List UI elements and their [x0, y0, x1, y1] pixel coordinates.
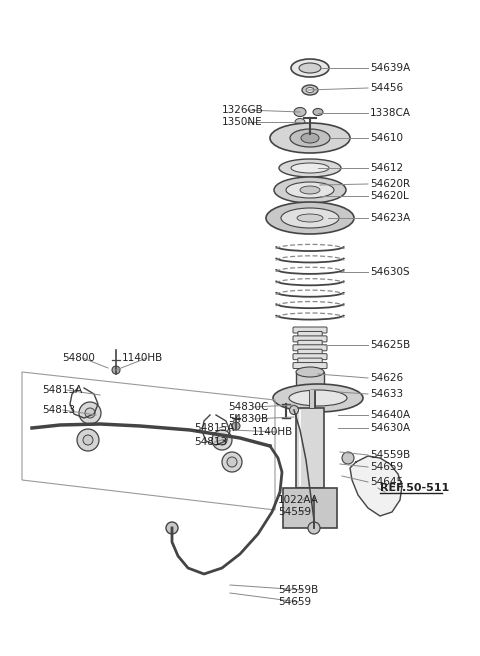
Ellipse shape — [297, 214, 323, 222]
Text: 54815A: 54815A — [194, 423, 234, 433]
Text: 54623A: 54623A — [370, 213, 410, 223]
Text: 54559: 54559 — [278, 507, 311, 517]
FancyBboxPatch shape — [293, 327, 327, 333]
Text: 54639A: 54639A — [370, 63, 410, 73]
Text: 1338CA: 1338CA — [370, 108, 411, 118]
FancyBboxPatch shape — [298, 349, 322, 355]
Text: 54620R: 54620R — [370, 179, 410, 189]
Text: 54620L: 54620L — [370, 191, 409, 201]
Ellipse shape — [79, 402, 101, 424]
Text: 54625B: 54625B — [370, 340, 410, 350]
FancyBboxPatch shape — [293, 345, 327, 351]
Ellipse shape — [295, 119, 305, 125]
Ellipse shape — [166, 522, 178, 534]
Bar — [283, 488, 337, 528]
Ellipse shape — [289, 390, 347, 406]
Text: 54659: 54659 — [370, 462, 403, 472]
Text: 54640A: 54640A — [370, 410, 410, 420]
Ellipse shape — [83, 435, 93, 445]
Ellipse shape — [212, 430, 232, 450]
FancyBboxPatch shape — [293, 336, 327, 342]
Text: 54559B: 54559B — [278, 585, 318, 595]
Text: 1326GB: 1326GB — [222, 105, 264, 115]
Ellipse shape — [270, 123, 350, 153]
Ellipse shape — [232, 422, 240, 430]
Ellipse shape — [306, 87, 314, 92]
Text: 54645: 54645 — [370, 477, 403, 487]
Ellipse shape — [296, 385, 324, 395]
Ellipse shape — [296, 367, 324, 377]
Ellipse shape — [291, 59, 329, 77]
Ellipse shape — [112, 366, 120, 374]
Text: REF.50-511: REF.50-511 — [380, 483, 449, 493]
Text: 54610: 54610 — [370, 133, 403, 143]
FancyBboxPatch shape — [298, 358, 322, 364]
Text: 54800: 54800 — [62, 353, 95, 363]
Ellipse shape — [301, 133, 319, 143]
Text: 1350NE: 1350NE — [222, 117, 263, 127]
Ellipse shape — [227, 457, 237, 467]
Ellipse shape — [281, 208, 339, 228]
Ellipse shape — [273, 384, 363, 412]
Ellipse shape — [308, 522, 320, 534]
Ellipse shape — [222, 452, 242, 472]
Text: 54830C: 54830C — [228, 402, 268, 412]
Text: 54612: 54612 — [370, 163, 403, 173]
Ellipse shape — [313, 108, 323, 115]
Text: 54559B: 54559B — [370, 450, 410, 460]
Ellipse shape — [274, 177, 346, 203]
Text: 54813: 54813 — [42, 405, 75, 415]
Text: 54630A: 54630A — [370, 423, 410, 433]
Text: 54456: 54456 — [370, 83, 403, 93]
Polygon shape — [350, 456, 402, 516]
Text: 1022AA: 1022AA — [278, 495, 319, 505]
Ellipse shape — [279, 159, 341, 177]
FancyBboxPatch shape — [293, 354, 327, 359]
Text: 54813: 54813 — [194, 437, 227, 447]
Bar — [296, 372, 324, 390]
Ellipse shape — [342, 452, 354, 464]
Ellipse shape — [300, 186, 320, 194]
FancyBboxPatch shape — [298, 331, 322, 337]
Ellipse shape — [294, 108, 306, 117]
Ellipse shape — [217, 435, 227, 445]
Ellipse shape — [291, 163, 329, 173]
Text: 54830B: 54830B — [228, 414, 268, 424]
Ellipse shape — [77, 429, 99, 451]
Text: 1140HB: 1140HB — [122, 353, 163, 363]
Text: 54630S: 54630S — [370, 267, 409, 277]
Text: 1140HB: 1140HB — [252, 427, 293, 437]
Ellipse shape — [302, 85, 318, 95]
Text: 54659: 54659 — [278, 597, 311, 607]
Ellipse shape — [289, 405, 299, 415]
Ellipse shape — [85, 408, 95, 418]
Ellipse shape — [299, 63, 321, 73]
Ellipse shape — [286, 182, 334, 198]
Ellipse shape — [290, 129, 330, 147]
FancyBboxPatch shape — [298, 340, 322, 346]
Text: 54815A: 54815A — [42, 385, 82, 395]
Bar — [296, 408, 324, 488]
Text: 54626: 54626 — [370, 373, 403, 383]
Text: 54633: 54633 — [370, 389, 403, 399]
FancyBboxPatch shape — [293, 363, 327, 369]
Ellipse shape — [266, 202, 354, 234]
